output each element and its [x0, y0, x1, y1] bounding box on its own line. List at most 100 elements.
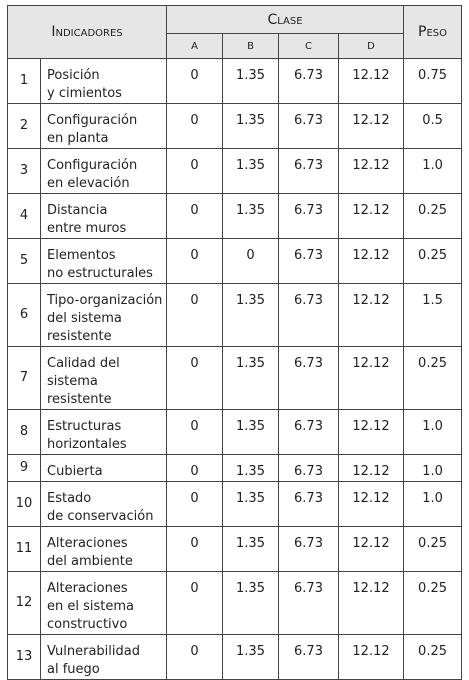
- value-cell: 1.35: [222, 526, 279, 572]
- indicator-name: Distancia entre muros: [40, 193, 167, 239]
- value-cell: 1.35: [222, 409, 279, 455]
- indicator-name: Vulnerabilidad al fuego: [40, 634, 167, 680]
- row-number: 6: [7, 283, 41, 347]
- value-cell: 6.73: [278, 481, 339, 527]
- header-row: Indicadores Clase Peso: [7, 5, 463, 59]
- value-cell: 1.0: [403, 481, 463, 527]
- value-cell: 0: [166, 634, 223, 680]
- row-number: 3: [7, 148, 41, 194]
- value-cell: 12.12: [337, 409, 405, 455]
- row-number: 5: [7, 238, 41, 284]
- value-cell: 0: [166, 238, 223, 284]
- value-cell: 6.73: [278, 148, 339, 194]
- value-cell: 12.12: [337, 148, 405, 194]
- table-row: 7 Calidad del sistema resistente 0 1.35 6.73…: [7, 346, 463, 410]
- value-cell: 12.12: [337, 103, 405, 149]
- value-cell: 1.5: [403, 283, 463, 347]
- indicator-name: Tipo-organización del sistema resistente: [40, 283, 167, 347]
- indicator-name: Estado de conservación: [40, 481, 167, 527]
- indicator-name: Alteraciones en el sistema constructivo: [40, 571, 167, 635]
- value-cell: 6.73: [278, 454, 339, 482]
- value-cell: 0: [166, 283, 223, 347]
- indicator-name: Cubierta: [40, 454, 167, 482]
- value-cell: 1.35: [222, 148, 279, 194]
- table-row: 13 Vulnerabilidad al fuego 0 1.35 6.73 12.12 0…: [7, 634, 463, 680]
- value-cell: 12.12: [337, 346, 405, 410]
- value-cell: 0.25: [403, 634, 463, 680]
- table-row: 10 Estado de conservación 0 1.35 6.73 12.12 1.…: [7, 481, 463, 527]
- value-cell: 1.0: [403, 454, 463, 482]
- value-cell: 0.5: [403, 103, 463, 149]
- indicator-name: Elementos no estructurales: [40, 238, 167, 284]
- value-cell: 6.73: [278, 58, 339, 104]
- row-number: 9: [7, 454, 41, 482]
- row-number: 10: [7, 481, 41, 527]
- value-cell: 6.73: [278, 238, 339, 284]
- value-cell: 12.12: [337, 454, 405, 482]
- row-number: 1: [7, 58, 41, 104]
- row-number: 11: [7, 526, 41, 572]
- value-cell: 1.35: [222, 346, 279, 410]
- value-cell: 6.73: [278, 409, 339, 455]
- value-cell: 0: [166, 193, 223, 239]
- value-cell: 1.35: [222, 454, 279, 482]
- value-cell: 1.35: [222, 58, 279, 104]
- value-cell: 0: [166, 526, 223, 572]
- header-cell: D: [337, 33, 405, 59]
- value-cell: 12.12: [337, 193, 405, 239]
- value-cell: 6.73: [278, 346, 339, 410]
- indicator-name: Posición y cimientos: [40, 58, 167, 104]
- value-cell: 0: [166, 58, 223, 104]
- table-row: 4 Distancia entre muros 0 1.35 6.73 12.12 0.25: [7, 193, 463, 239]
- value-cell: 1.35: [222, 193, 279, 239]
- value-cell: 12.12: [337, 571, 405, 635]
- value-cell: 0: [166, 148, 223, 194]
- value-cell: 0.75: [403, 58, 463, 104]
- value-cell: 12.12: [337, 481, 405, 527]
- row-number: 13: [7, 634, 41, 680]
- value-cell: 0: [166, 409, 223, 455]
- value-cell: 0: [166, 103, 223, 149]
- value-cell: 1.35: [222, 481, 279, 527]
- header-cell: Peso: [403, 5, 463, 59]
- value-cell: 0.25: [403, 571, 463, 635]
- value-cell: 0: [222, 238, 279, 284]
- value-cell: 1.0: [403, 409, 463, 455]
- value-cell: 12.12: [337, 58, 405, 104]
- table-row: 2 Configuración en planta 0 1.35 6.73 12.12 0.…: [7, 103, 463, 149]
- value-cell: 0.25: [403, 526, 463, 572]
- value-cell: 1.35: [222, 103, 279, 149]
- row-number: 8: [7, 409, 41, 455]
- header-cell: C: [278, 33, 339, 59]
- value-cell: 0: [166, 571, 223, 635]
- value-cell: 1.35: [222, 634, 279, 680]
- row-number: 2: [7, 103, 41, 149]
- header-cell: Clase: [165, 5, 405, 34]
- header-cell: Indicadores: [7, 5, 167, 59]
- indicator-name: Configuración en planta: [40, 103, 167, 149]
- header-cell: A: [166, 33, 223, 59]
- value-cell: 12.12: [337, 526, 405, 572]
- value-cell: 12.12: [337, 634, 405, 680]
- value-cell: 0.25: [403, 193, 463, 239]
- value-cell: 0.25: [403, 346, 463, 410]
- table-body: 1 Posición y cimientos 0 1.35 6.73 12.12 0.75 2…: [7, 58, 463, 680]
- value-cell: 6.73: [278, 526, 339, 572]
- table-row: 3 Configuración en elevación 0 1.35 6.73 12.1…: [7, 148, 463, 194]
- row-number: 4: [7, 193, 41, 239]
- value-cell: 0: [166, 346, 223, 410]
- table-row: 11 Alteraciones del ambiente 0 1.35 6.73 12.1…: [7, 526, 463, 572]
- value-cell: 6.73: [278, 634, 339, 680]
- value-cell: 12.12: [337, 238, 405, 284]
- table-row: 5 Elementos no estructurales 0 0 6.73 12.12 0.…: [7, 238, 463, 284]
- table-row: 8 Estructuras horizontales 0 1.35 6.73 12.12 1…: [7, 409, 463, 455]
- value-cell: 12.12: [337, 283, 405, 347]
- value-cell: 6.73: [278, 571, 339, 635]
- value-cell: 1.0: [403, 148, 463, 194]
- header-row: A B C D: [8, 33, 462, 59]
- value-cell: 6.73: [278, 283, 339, 347]
- value-cell: 0.25: [403, 238, 463, 284]
- row-number: 7: [7, 346, 41, 410]
- page: Indicadores Clase Peso A B C D 1 Posición…: [7, 5, 463, 680]
- table-row: 6 Tipo-organización del sistema resistent…: [7, 283, 463, 347]
